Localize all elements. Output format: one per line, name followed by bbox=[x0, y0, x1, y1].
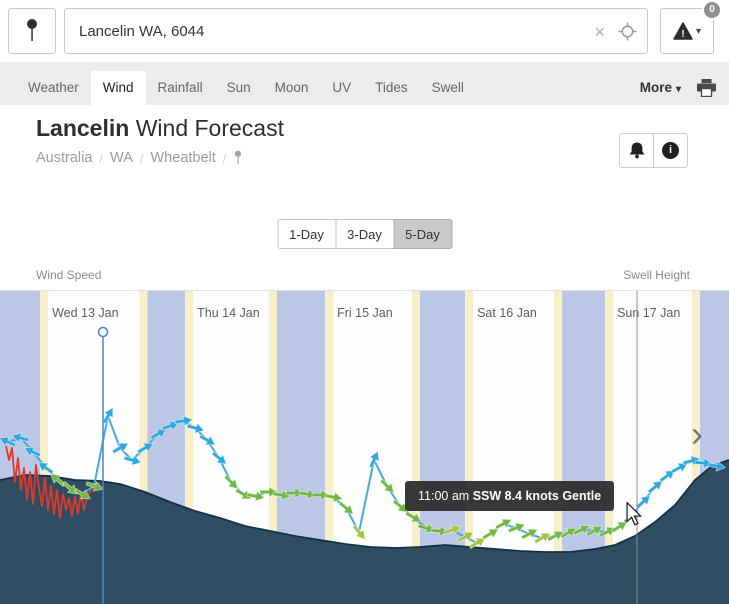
nav-bar: Weather Wind Rainfall Sun Moon UV Tides … bbox=[0, 62, 729, 105]
breadcrumb-link-wa[interactable]: WA bbox=[110, 150, 133, 166]
geolocate-icon[interactable] bbox=[618, 22, 637, 41]
tab-swell[interactable]: Swell bbox=[431, 80, 464, 95]
breadcrumb-pin-icon bbox=[235, 150, 242, 165]
day-button-5day[interactable]: 5-Day bbox=[393, 219, 452, 249]
tab-moon[interactable]: Moon bbox=[274, 80, 309, 95]
tab-uv[interactable]: UV bbox=[332, 80, 352, 95]
search-input[interactable] bbox=[65, 9, 561, 53]
page-title-suffix: Wind Forecast bbox=[129, 115, 284, 141]
nav-tabs: Weather Wind Rainfall Sun Moon UV Tides … bbox=[16, 71, 476, 105]
forecast-chart[interactable]: Wed 13 Jan Thu 14 Jan Fri 15 Jan Sat 16 Jan… bbox=[0, 290, 729, 604]
svg-text:Sun 17 Jan: Sun 17 Jan bbox=[617, 306, 680, 320]
main-panel: Lancelin Wind Forecast Australia / WA / … bbox=[0, 105, 729, 604]
tab-weather[interactable]: Weather bbox=[28, 80, 79, 95]
breadcrumb: Australia / WA / Wheatbelt / bbox=[36, 150, 243, 166]
breadcrumb-separator: / bbox=[99, 150, 104, 166]
breadcrumb-link-wheatbelt[interactable]: Wheatbelt bbox=[150, 150, 216, 166]
mouse-cursor-icon bbox=[626, 502, 643, 526]
chevron-down-icon: ▾ bbox=[675, 84, 681, 95]
tooltip-time: 11:00 am bbox=[418, 489, 470, 503]
wind-chart-canvas[interactable]: Wed 13 Jan Thu 14 Jan Fri 15 Jan Sat 16 Jan… bbox=[0, 290, 729, 604]
day-range-selector: 1-Day 3-Day 5-Day bbox=[277, 219, 452, 249]
tab-tides[interactable]: Tides bbox=[375, 80, 408, 95]
day-button-1day[interactable]: 1-Day bbox=[277, 219, 336, 249]
bell-icon bbox=[629, 142, 644, 159]
notifications-button[interactable] bbox=[619, 133, 654, 168]
svg-text:Fri 15 Jan: Fri 15 Jan bbox=[337, 306, 393, 320]
svg-text:!: ! bbox=[681, 29, 684, 40]
location-pin-button[interactable] bbox=[8, 8, 56, 54]
scroll-right-chevron[interactable]: › bbox=[691, 413, 703, 454]
svg-text:Wed 13 Jan: Wed 13 Jan bbox=[52, 306, 119, 320]
wind-speed-axis-label: Wind Speed bbox=[36, 268, 102, 282]
breadcrumb-separator: / bbox=[139, 150, 144, 166]
tab-sun[interactable]: Sun bbox=[226, 80, 251, 95]
warning-triangle-icon: ! bbox=[673, 22, 693, 40]
day-button-3day[interactable]: 3-Day bbox=[335, 219, 394, 249]
location-pin-icon bbox=[27, 19, 37, 41]
svg-text:Thu 14 Jan: Thu 14 Jan bbox=[197, 306, 260, 320]
tooltip-reading: SSW 8.4 knots bbox=[472, 489, 559, 503]
page-title-location: Lancelin bbox=[36, 115, 130, 141]
search-box: × bbox=[64, 8, 648, 54]
page-title: Lancelin Wind Forecast bbox=[36, 115, 284, 142]
print-button[interactable] bbox=[696, 79, 717, 98]
top-search-bar: × ! ▾ 0 bbox=[0, 0, 729, 62]
clear-search-icon[interactable]: × bbox=[594, 22, 605, 42]
breadcrumb-link-australia[interactable]: Australia bbox=[36, 150, 93, 166]
crosshair-icon bbox=[618, 22, 637, 41]
chart-tooltip: 11:00 am SSW 8.4 knots Gentle bbox=[405, 481, 615, 511]
chevron-down-icon: ▾ bbox=[695, 25, 702, 37]
printer-icon bbox=[697, 79, 716, 98]
breadcrumb-separator: / bbox=[222, 150, 227, 166]
svg-text:Sat 16 Jan: Sat 16 Jan bbox=[477, 306, 537, 320]
tooltip-descriptor: Gentle bbox=[562, 489, 602, 503]
warnings-control: ! ▾ 0 bbox=[660, 0, 722, 54]
page-action-buttons: i bbox=[619, 133, 688, 168]
more-label: More bbox=[639, 80, 672, 95]
swell-height-axis-label: Swell Height bbox=[623, 268, 690, 282]
more-menu[interactable]: More ▾ bbox=[640, 71, 681, 105]
warning-count-badge: 0 bbox=[702, 0, 722, 20]
tab-wind[interactable]: Wind bbox=[90, 71, 146, 105]
tab-rainfall[interactable]: Rainfall bbox=[157, 80, 203, 95]
info-button[interactable]: i bbox=[653, 133, 688, 168]
info-icon: i bbox=[662, 142, 679, 159]
